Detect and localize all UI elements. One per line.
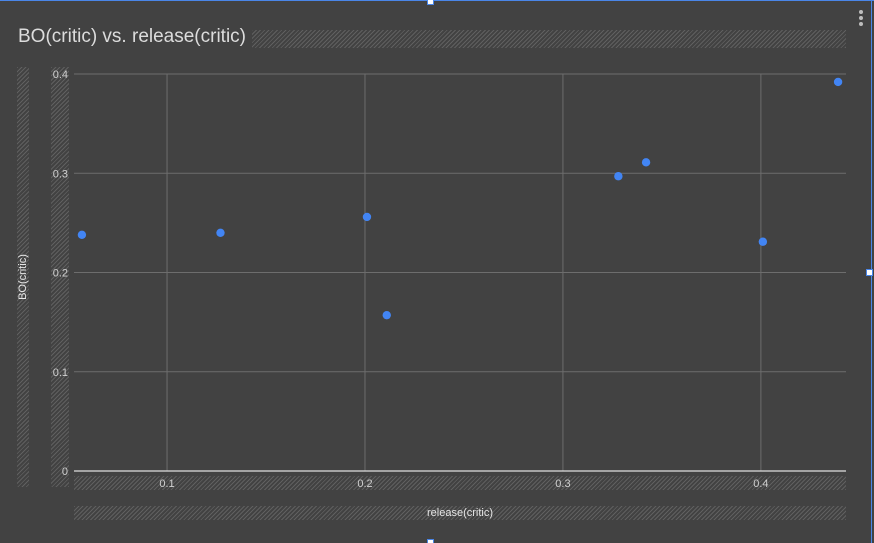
y-tick-label: 0.1 <box>53 367 68 379</box>
chart-title[interactable]: BO(critic) vs. release(critic) <box>18 26 253 48</box>
menu-dot <box>859 22 863 26</box>
more-vert-icon[interactable] <box>858 10 864 28</box>
data-point[interactable] <box>614 172 623 181</box>
x-axis-labels-hatch <box>74 476 846 490</box>
menu-dot <box>859 10 863 14</box>
resize-handle-top[interactable] <box>427 0 434 5</box>
data-point[interactable] <box>641 158 651 167</box>
data-point[interactable] <box>758 237 768 246</box>
data-point[interactable] <box>362 212 372 222</box>
x-axis-title-hatch <box>74 506 846 520</box>
y-tick-label: 0.2 <box>53 268 68 280</box>
y-tick-label: 0 <box>62 466 68 478</box>
x-tick-label: 0.4 <box>753 478 768 490</box>
data-point[interactable] <box>382 310 391 320</box>
y-tick-label: 0.3 <box>53 168 68 180</box>
x-tick-label: 0.1 <box>159 478 174 490</box>
y-tick-label: 0.4 <box>53 69 68 81</box>
gridlines <box>74 73 846 472</box>
data-points[interactable] <box>77 77 843 320</box>
x-tick-label: 0.2 <box>357 478 372 490</box>
y-axis-labels-hatch <box>51 67 69 487</box>
x-axis-title[interactable]: release(critic) <box>426 507 494 519</box>
data-point[interactable] <box>77 230 87 239</box>
data-point[interactable] <box>833 77 843 87</box>
resize-handle-right[interactable] <box>866 269 873 276</box>
data-point[interactable] <box>216 228 225 237</box>
y-axis-title-hatch <box>17 67 29 487</box>
tick-labels: 0 0.1 0.2 0.3 0.4 0.1 0.2 0.3 0.4 <box>53 69 769 490</box>
menu-dot <box>859 16 863 20</box>
resize-handle-bottom[interactable] <box>427 539 434 543</box>
x-tick-label: 0.3 <box>555 478 570 490</box>
